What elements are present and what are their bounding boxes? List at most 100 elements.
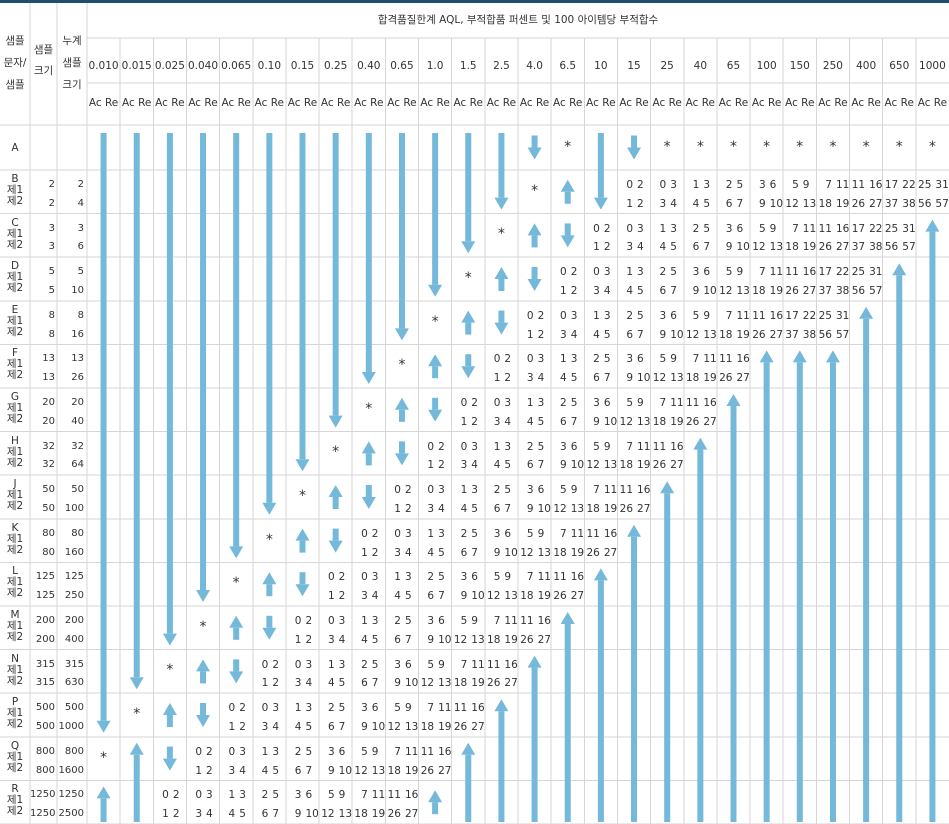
re-value: 2	[603, 241, 611, 254]
sample-size: 800	[35, 764, 55, 776]
re-value: 9	[504, 571, 512, 584]
re-value: 7	[736, 197, 744, 210]
re-value: 3	[404, 527, 412, 540]
re-value: 11	[471, 658, 485, 671]
ac-value: 18	[719, 328, 733, 341]
re-value: 19	[670, 415, 684, 428]
long-arrow-up-icon	[627, 524, 642, 822]
sample-size: 32	[42, 459, 55, 471]
ac-value: 1	[294, 633, 302, 646]
re-value: 4	[206, 808, 213, 821]
ac-value: 1	[162, 808, 169, 821]
re-value: 10	[603, 415, 618, 428]
ac-value: 3	[261, 721, 269, 733]
ac-value: 1	[261, 677, 269, 690]
re-value: 2	[272, 658, 280, 671]
stage-label: 제1	[6, 794, 24, 807]
ac-value: 12	[586, 459, 600, 472]
ac-value: 5	[626, 397, 634, 409]
re-value: 19	[570, 546, 585, 559]
col-letter-header-1: 샘플	[5, 35, 25, 47]
ac-value: 17	[851, 222, 866, 235]
re-value: 27	[603, 546, 618, 559]
cumulative-size: 160	[64, 546, 84, 558]
ac-value: 0	[560, 266, 567, 279]
ac-value: 0	[526, 353, 534, 366]
star-marker-icon: *	[497, 226, 505, 243]
re-value: 9	[338, 789, 346, 802]
ac-value: 17	[884, 179, 899, 191]
cumulative-size: 10	[71, 285, 84, 296]
ac-value: 11	[420, 745, 435, 758]
ac-value: 11	[652, 440, 667, 453]
sample-size: 50	[42, 503, 55, 514]
re-value: 16	[869, 179, 883, 191]
ac-value: 11	[851, 179, 866, 191]
re-value: 9	[603, 440, 611, 453]
re-value: 5	[338, 677, 346, 690]
ac-value: 18	[752, 285, 766, 297]
re-value: 22	[902, 179, 916, 191]
re-value: 13	[736, 285, 750, 297]
cumulative-size: 13	[71, 353, 84, 365]
re-value: 9	[637, 397, 644, 409]
ac-value: 12	[785, 197, 799, 210]
ac-value: 18	[487, 633, 501, 646]
sample-size: 32	[42, 440, 55, 452]
re-value: 7	[570, 415, 578, 428]
stage-label: 제1	[6, 271, 24, 284]
acre-header: Ac Re	[88, 97, 119, 109]
sample-size: 20	[42, 397, 55, 408]
re-value: 10	[438, 633, 452, 646]
re-value: 6	[537, 484, 545, 497]
sample-size: 500	[35, 702, 55, 714]
stage-label: 제1	[6, 402, 24, 414]
re-value: 4	[305, 677, 313, 690]
star-marker-icon: *	[829, 138, 837, 155]
re-value: 13	[438, 677, 452, 690]
ac-value: 3	[725, 222, 733, 235]
ac-value: 12	[685, 328, 700, 341]
re-value: 4	[371, 590, 379, 603]
acre-header: Ac Re	[718, 97, 749, 109]
re-value: 27	[404, 808, 419, 821]
sample-size: 315	[35, 677, 55, 689]
re-value: 3	[670, 222, 677, 235]
acre-header: Ac Re	[619, 97, 649, 109]
ac-value: 0	[560, 309, 567, 322]
re-value: 11	[537, 571, 551, 584]
sample-code-F: F	[11, 347, 19, 360]
acre-header: Ac Re	[254, 97, 285, 109]
aql-group-title: 합격품질한계 AQL, 부적합품 퍼센트 및 100 아이템당 부적합수	[377, 14, 659, 26]
arrow-up-icon	[527, 223, 542, 248]
ac-value: 0	[593, 222, 600, 235]
re-value: 2	[338, 590, 346, 603]
re-value: 19	[504, 633, 518, 646]
ac-value: 0	[228, 702, 236, 715]
ac-value: 2	[294, 745, 302, 758]
re-value: 31	[869, 266, 883, 279]
arrow-up-icon	[560, 179, 575, 204]
re-value: 16	[703, 397, 717, 409]
re-value: 6	[438, 615, 445, 627]
re-value: 3	[206, 789, 213, 802]
re-value: 27	[537, 633, 551, 646]
re-value: 6	[670, 309, 677, 322]
arrow-down-icon	[162, 746, 177, 771]
sample-code-G: G	[10, 391, 20, 403]
ac-value: 2	[427, 571, 435, 584]
ac-value: 18	[387, 764, 401, 777]
re-value: 4	[504, 415, 512, 428]
sample-size: 200	[35, 615, 55, 626]
aql-header-0.25: 0.25	[323, 60, 348, 72]
ac-value: 6	[692, 241, 700, 254]
re-value: 5	[438, 546, 445, 559]
re-value: 3	[239, 789, 246, 802]
cumulative-size: 1600	[58, 764, 84, 776]
re-value: 5	[272, 764, 280, 777]
re-value: 3	[703, 179, 711, 191]
sample-code-K: K	[11, 521, 19, 534]
ac-value: 1	[195, 764, 203, 777]
ac-value: 1	[361, 546, 368, 559]
re-value: 13	[338, 808, 353, 821]
